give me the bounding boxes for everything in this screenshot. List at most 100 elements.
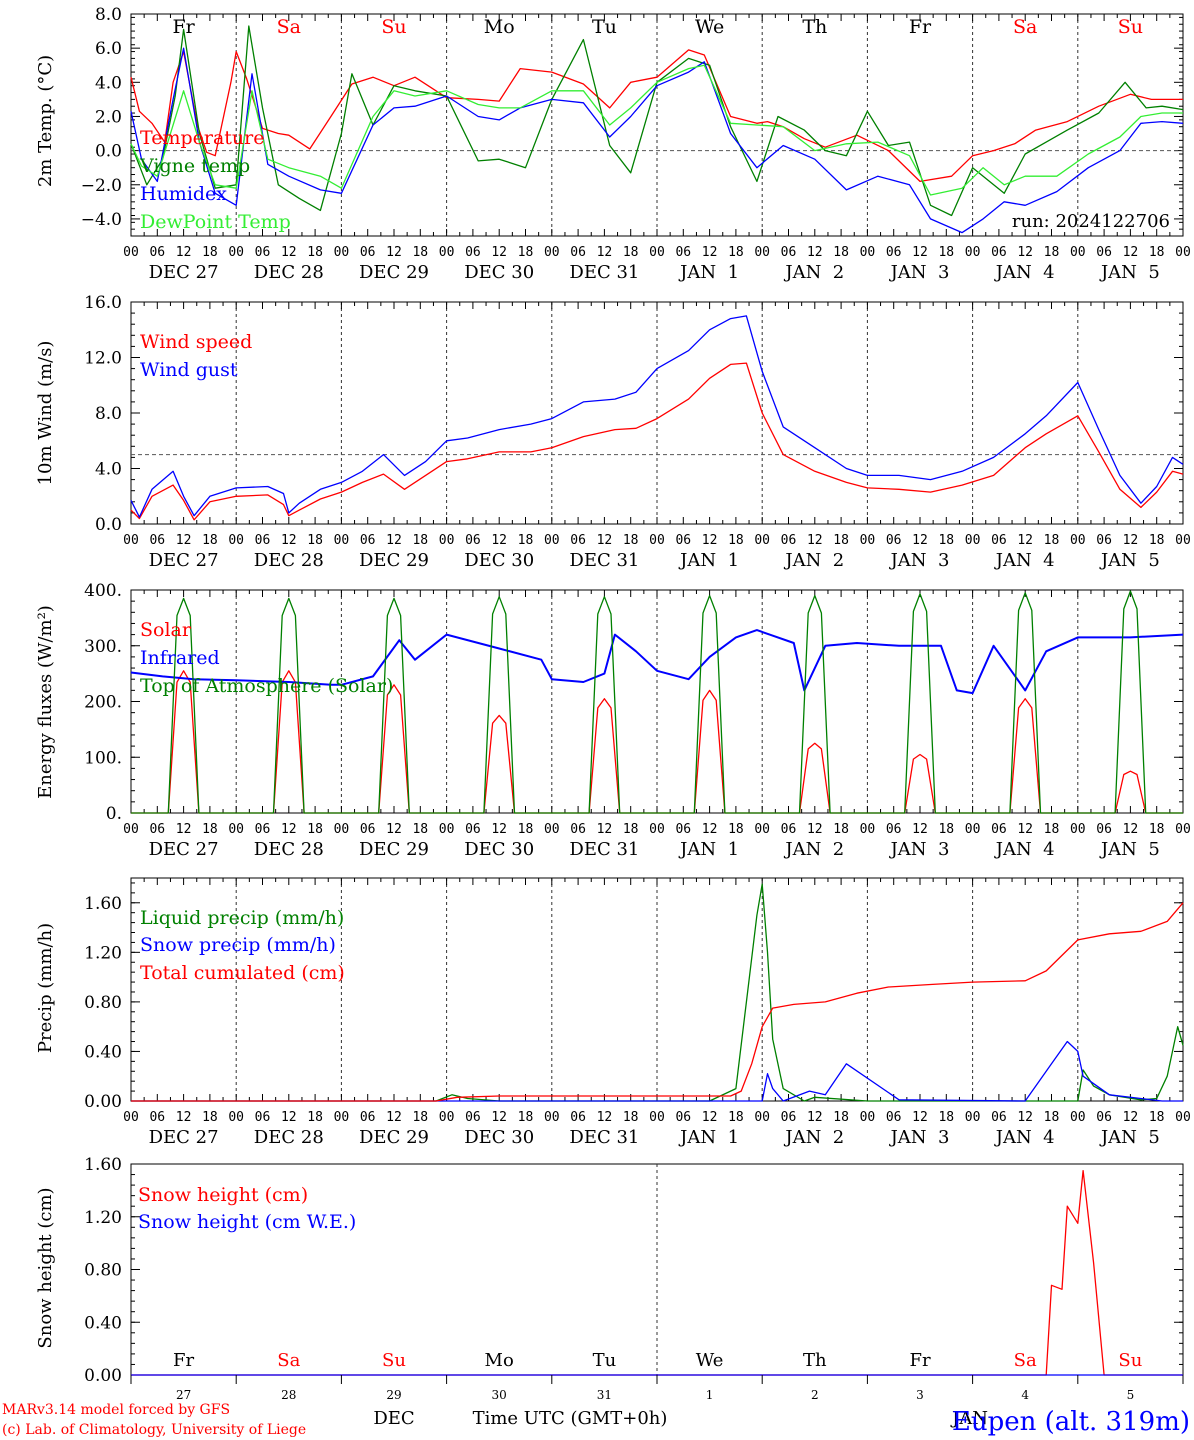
date-label: JAN 4 [994,550,1055,571]
weekday-label: We [695,16,724,38]
date-label: DEC 29 [359,839,429,860]
hour-tick-label: 00 [228,822,244,837]
weekday-label: We [696,1350,724,1371]
weekday-label: Mo [484,16,515,38]
date-label: DEC 30 [464,550,534,571]
weekday-label: Sa [1014,1350,1037,1371]
weekday-label: Fr [909,16,932,38]
weekday-label: Sa [1013,16,1037,38]
hour-tick-label: 00 [1175,1110,1191,1125]
hour-tick-label: 18 [1149,245,1165,260]
date-label: JAN 3 [889,1127,950,1148]
date-label: JAN 3 [889,262,950,283]
hour-tick-label: 12 [597,245,613,260]
legend-snow-precip: Snow precip (mm/h) [140,934,336,956]
hour-tick-label: 12 [912,1110,928,1125]
hour-tick-label: 12 [912,533,928,548]
y-tick-label: 0. [106,804,122,824]
hour-tick-label: 18 [518,822,534,837]
hour-tick-label: 06 [465,245,481,260]
hour-tick-label: 06 [886,533,902,548]
hour-tick-label: 06 [360,1110,376,1125]
legend-dewpoint: DewPoint Temp [140,211,291,233]
hour-tick-label: 18 [1149,822,1165,837]
hour-tick-label: 18 [518,245,534,260]
hour-tick-label: 06 [675,245,691,260]
hour-tick-label: 12 [1123,1110,1139,1125]
series-line [130,25,1184,217]
date-label: DEC 30 [464,262,534,283]
hour-tick-label: 06 [465,822,481,837]
date-label: JAN 2 [783,1127,844,1148]
date-label: DEC 28 [254,1127,324,1148]
hour-tick-label: 12 [176,1110,192,1125]
day-number: 28 [281,1388,296,1402]
hour-tick-label: 00 [544,245,560,260]
time-axis-label: Time UTC (GMT+0h) [473,1408,668,1429]
hour-tick-label: 18 [938,1110,954,1125]
legend-total-cumulated: Total cumulated (cm) [140,962,345,984]
hour-tick-label: 06 [991,1110,1007,1125]
y-tick-label: 4.0 [95,460,122,480]
hour-tick-label: 00 [544,822,560,837]
hour-tick-label: 06 [360,533,376,548]
y-tick-label: 0.80 [84,993,122,1013]
series-line [130,315,1184,518]
hour-tick-label: 06 [675,822,691,837]
date-label: JAN 3 [889,839,950,860]
copyright-credit: (c) Lab. of Climatology, University of L… [2,1422,306,1438]
hour-tick-label: 12 [912,245,928,260]
hour-tick-label: 18 [938,822,954,837]
hour-tick-label: 18 [833,1110,849,1125]
date-label: JAN 2 [783,839,844,860]
month-label-jan: JAN [950,1408,988,1429]
weekday-label: Mo [485,1350,514,1371]
day-number: 3 [916,1388,924,1402]
y-tick-label: 6.0 [95,39,122,59]
hour-tick-label: 06 [1096,822,1112,837]
day-number: 27 [176,1388,191,1402]
hour-tick-label: 06 [886,245,902,260]
y-tick-label: 0.0 [95,515,122,535]
model-credit: MARv3.14 model forced by GFS [2,1402,230,1418]
hour-tick-label: 18 [623,1110,639,1125]
legend-wind-gust: Wind gust [140,359,238,381]
hour-tick-label: 06 [360,822,376,837]
hour-tick-label: 18 [202,533,218,548]
hour-tick-label: 12 [807,533,823,548]
precip-y-axis-label: Precip (mm/h) [35,923,56,1053]
hour-tick-label: 06 [991,245,1007,260]
hour-tick-label: 00 [334,533,350,548]
hour-tick-label: 18 [1044,1110,1060,1125]
weekday-label: Su [1118,1350,1142,1371]
hour-tick-label: 06 [149,533,165,548]
hour-tick-label: 12 [702,245,718,260]
date-label: DEC 31 [569,1127,639,1148]
hour-tick-label: 18 [518,533,534,548]
y-tick-label: 300. [84,637,122,657]
hour-tick-label: 18 [1149,1110,1165,1125]
hour-tick-label: 18 [202,822,218,837]
hour-tick-label: 12 [702,822,718,837]
weekday-label: Tu [592,16,617,38]
hour-tick-label: 18 [938,245,954,260]
weekday-label: Su [381,16,406,38]
hour-tick-label: 06 [886,1110,902,1125]
energy-y-axis-label: Energy fluxes (W/m²) [35,605,56,799]
y-tick-label: 1.20 [84,943,122,963]
station-label: Eupen (alt. 319m) [952,1407,1190,1437]
hour-tick-label: 06 [1096,1110,1112,1125]
legend-humidex: Humidex [140,183,227,205]
series-line [130,49,1183,183]
hour-tick-label: 18 [412,533,428,548]
panel-energy: 400.300.200.100.0.00 06 12 18 00 06 12 18 00 06 12… [35,581,1191,860]
hour-tick-label: 06 [149,245,165,260]
hour-tick-label: 00 [228,1110,244,1125]
hour-tick-label: 12 [491,533,507,548]
hour-tick-label: 06 [1096,245,1112,260]
legend-wind-speed: Wind speed [140,331,252,353]
legend-infrared: Infrared [140,647,220,669]
weekday-label: Fr [173,1350,194,1371]
legend-toa-solar: Top of Atmosphere (Solar) [140,675,393,697]
hour-tick-label: 12 [702,1110,718,1125]
